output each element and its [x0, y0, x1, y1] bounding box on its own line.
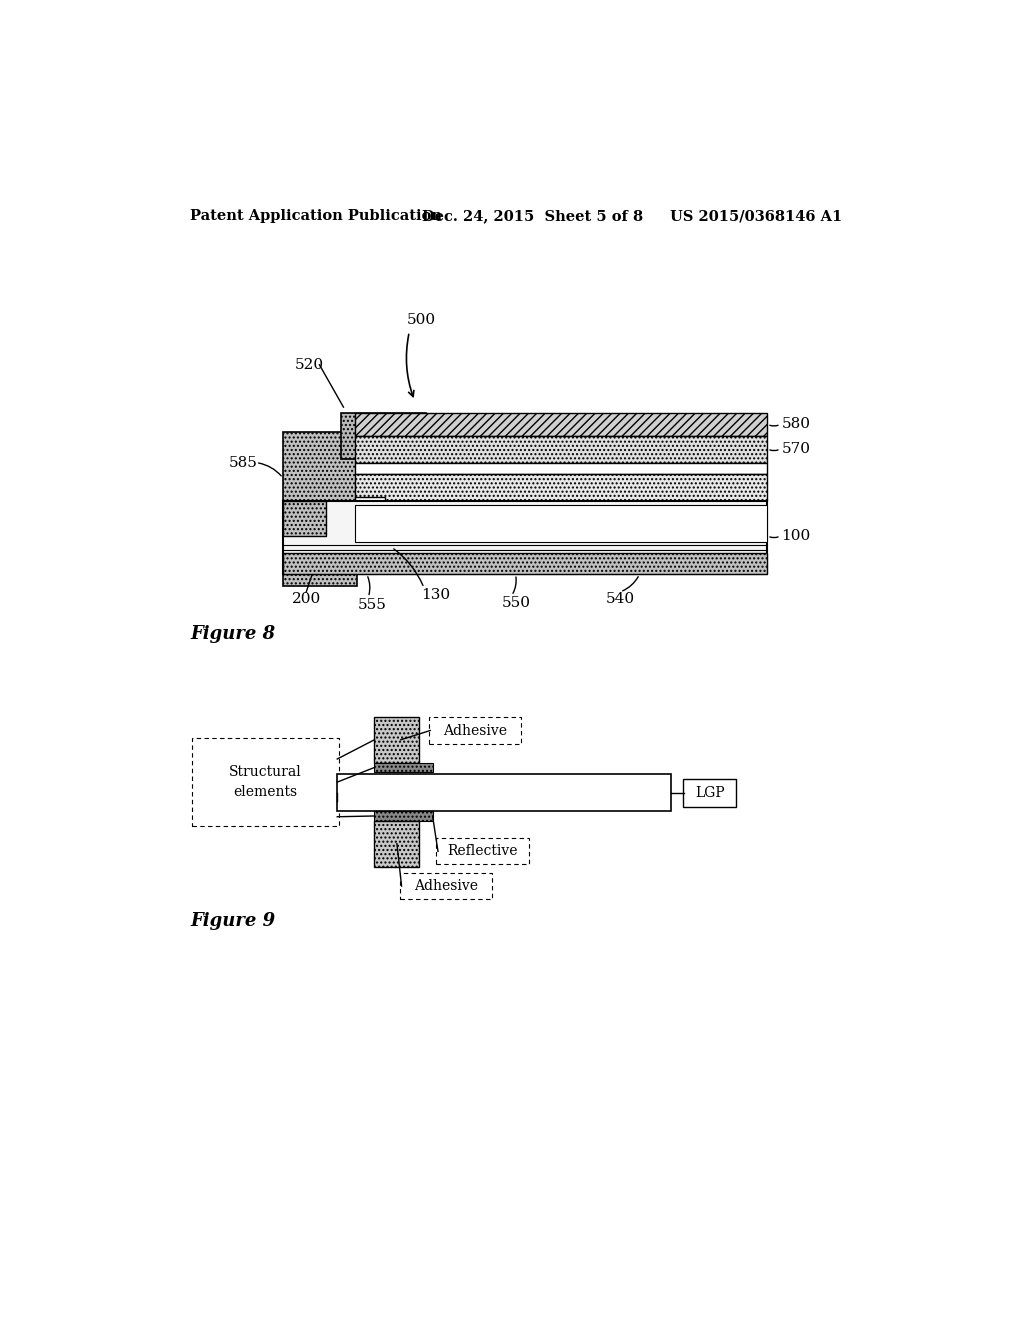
Bar [355, 462, 767, 474]
FancyBboxPatch shape [429, 718, 521, 743]
FancyBboxPatch shape [400, 873, 493, 899]
Bar [375, 763, 432, 772]
Bar [375, 821, 420, 867]
Text: 500: 500 [407, 313, 436, 327]
Text: 200: 200 [292, 591, 322, 606]
Text: Dec. 24, 2015  Sheet 5 of 8: Dec. 24, 2015 Sheet 5 of 8 [423, 209, 644, 223]
Bar [283, 502, 326, 536]
Text: Figure 8: Figure 8 [190, 626, 275, 643]
Text: 520: 520 [295, 358, 324, 372]
Bar [355, 474, 767, 502]
Text: US 2015/0368146 A1: US 2015/0368146 A1 [671, 209, 843, 223]
Text: Adhesive: Adhesive [414, 879, 478, 894]
Bar [355, 436, 767, 462]
Bar [283, 502, 767, 574]
FancyBboxPatch shape [683, 779, 736, 807]
Text: Patent Application Publication: Patent Application Publication [190, 209, 442, 223]
FancyBboxPatch shape [436, 838, 528, 865]
Bar [355, 413, 767, 436]
Text: 130: 130 [421, 587, 451, 602]
Text: 580: 580 [781, 417, 810, 432]
Bar [337, 775, 671, 812]
Text: 100: 100 [781, 529, 811, 543]
Text: LGP: LGP [695, 785, 724, 800]
Text: Structural
elements: Structural elements [229, 764, 302, 800]
Text: Figure 9: Figure 9 [190, 912, 275, 929]
Text: 555: 555 [358, 598, 387, 612]
Text: Adhesive: Adhesive [442, 723, 507, 738]
Text: 550: 550 [502, 597, 530, 610]
Bar [375, 717, 420, 763]
Bar [375, 812, 432, 821]
Text: Reflective: Reflective [447, 845, 518, 858]
Bar [355, 506, 767, 543]
Bar [283, 553, 767, 574]
Bar [355, 498, 385, 515]
Bar [283, 432, 356, 586]
Text: 570: 570 [781, 442, 810, 455]
FancyBboxPatch shape [193, 738, 339, 826]
Bar [341, 412, 426, 459]
Text: 540: 540 [606, 591, 635, 606]
Text: 585: 585 [228, 455, 258, 470]
